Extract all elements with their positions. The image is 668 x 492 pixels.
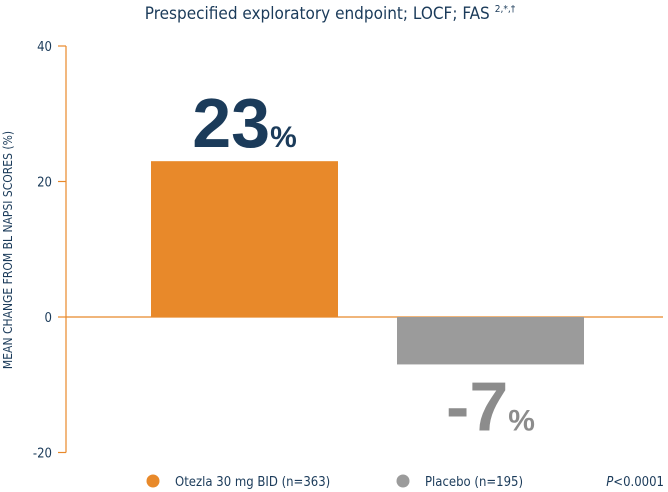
y-axis-label: MEAN CHANGE FROM BL NAPSI SCORES (%) [1,131,15,369]
chart-title: Prespecified exploratory endpoint; LOCF;… [145,4,516,24]
data-label-unit: % [270,121,297,154]
data-label: -7% [446,367,535,445]
y-tick-label: 20 [37,176,52,191]
title-superscript: 2,*,† [495,4,516,15]
y-tick-label: 40 [37,40,52,55]
legend-marker [146,474,160,488]
legend-label: Placebo (n=195) [425,475,523,490]
legend-label: Otezla 30 mg BID (n=363) [175,475,330,490]
bar [397,317,584,365]
data-label-value: 23 [192,84,270,162]
y-tick-label: 0 [45,311,52,326]
data-label-unit: % [508,404,535,437]
bar [151,161,338,317]
legend-marker [396,474,410,488]
p-value: P<0.0001 [606,475,664,490]
y-tick-label: -20 [33,447,52,462]
data-label: 23% [192,84,297,162]
data-label-value: -7 [446,367,508,445]
